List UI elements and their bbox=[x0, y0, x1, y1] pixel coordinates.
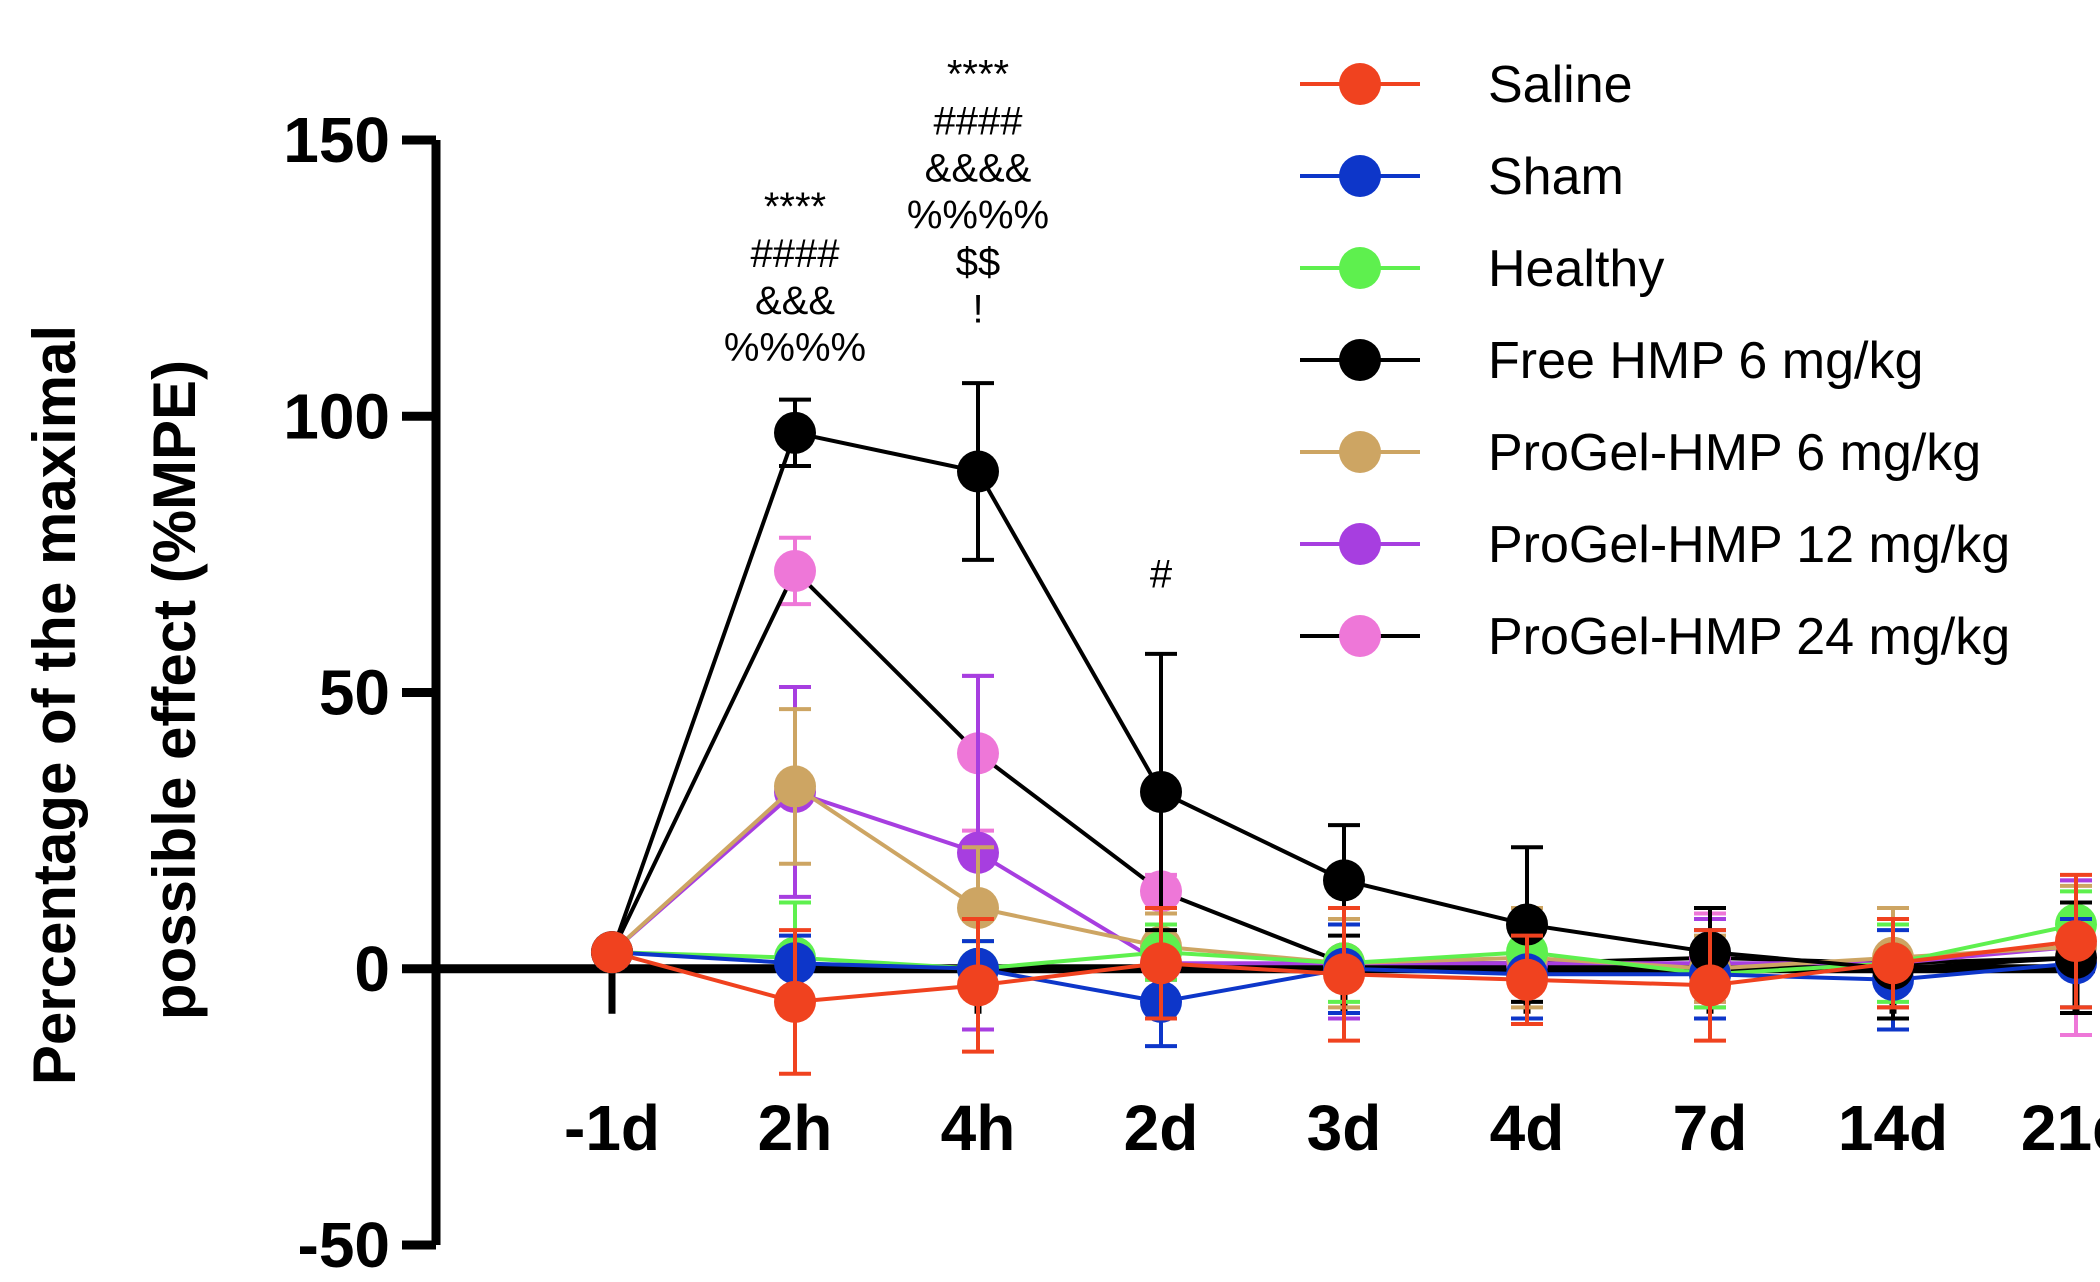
y-tick-label: 50 bbox=[319, 657, 390, 729]
legend-label: Sham bbox=[1488, 148, 1624, 206]
x-tick-label: -1d bbox=[564, 1092, 660, 1164]
y-axis-label-line1: Percentage of the maximal bbox=[21, 325, 88, 1085]
legend: Saline Sham Healthy Free HMP 6 mg/kg ProGel-… bbox=[1300, 56, 2010, 666]
y-axis-label-group: Percentage of the maximal possible effec… bbox=[21, 325, 208, 1085]
data-point bbox=[774, 549, 816, 592]
y-tick-label: -50 bbox=[298, 1209, 391, 1281]
data-point bbox=[1140, 770, 1182, 813]
data-point bbox=[1323, 953, 1365, 996]
series-saline bbox=[591, 872, 2097, 1076]
annotation-text: %%%% bbox=[907, 193, 1049, 237]
data-point bbox=[957, 450, 999, 493]
y-tick-label: 100 bbox=[283, 380, 390, 452]
data-point bbox=[774, 411, 816, 454]
x-tick-label: 14d bbox=[1838, 1092, 1948, 1164]
data-point bbox=[591, 931, 633, 974]
data-point bbox=[1506, 958, 1548, 1001]
y-tick-label: 0 bbox=[354, 933, 390, 1005]
x-tick-label: 7d bbox=[1673, 1092, 1748, 1164]
legend-label: Saline bbox=[1488, 56, 1633, 114]
legend-label: ProGel-HMP 24 mg/kg bbox=[1488, 608, 2010, 666]
data-point bbox=[1689, 964, 1731, 1007]
x-ticks: -1d 2h 4h 2d 3d 4d 7d 14d 21d bbox=[564, 964, 2100, 1164]
annotation-text: #### bbox=[934, 99, 1024, 143]
legend-swatch-marker bbox=[1339, 339, 1381, 381]
annotation-text: $$ bbox=[956, 240, 1001, 284]
series-layer bbox=[591, 381, 2097, 1076]
y-tick-label: 150 bbox=[283, 104, 390, 176]
annotation-text: %%%% bbox=[724, 326, 866, 370]
data-point bbox=[957, 964, 999, 1007]
y-ticks: -50 0 50 100 150 bbox=[283, 104, 436, 1281]
legend-swatch-marker bbox=[1339, 431, 1381, 473]
legend-swatch-marker bbox=[1339, 155, 1381, 197]
x-tick-label: 4d bbox=[1490, 1092, 1565, 1164]
annotation-text: #### bbox=[751, 232, 841, 276]
data-point bbox=[1140, 942, 1182, 985]
y-axis-label-line2: possible effect (%MPE) bbox=[141, 360, 208, 1020]
data-point bbox=[774, 980, 816, 1023]
legend-label: Healthy bbox=[1488, 240, 1664, 298]
legend-label: Free HMP 6 mg/kg bbox=[1488, 332, 1923, 390]
annotation-text: &&& bbox=[755, 279, 835, 323]
x-tick-label: 2h bbox=[758, 1092, 833, 1164]
x-tick-label: 2d bbox=[1124, 1092, 1199, 1164]
legend-label: ProGel-HMP 12 mg/kg bbox=[1488, 516, 2010, 574]
annotation-text: **** bbox=[764, 185, 826, 229]
axes bbox=[431, 140, 2095, 1245]
legend-label: ProGel-HMP 6 mg/kg bbox=[1488, 424, 1981, 482]
legend-swatch-marker bbox=[1339, 615, 1381, 657]
x-tick-label: 4h bbox=[941, 1092, 1016, 1164]
annotation-text: &&&& bbox=[925, 146, 1032, 190]
legend-swatch-marker bbox=[1339, 523, 1381, 565]
annotations: ****####&&&%%%%****####&&&&%%%%$$!# bbox=[724, 52, 1173, 596]
data-point bbox=[774, 765, 816, 808]
annotation-text: # bbox=[1150, 553, 1173, 597]
x-tick-label: 21d bbox=[2021, 1092, 2100, 1164]
data-point bbox=[1323, 859, 1365, 902]
data-point bbox=[2055, 920, 2097, 963]
data-point bbox=[1872, 942, 1914, 985]
legend-swatch-marker bbox=[1339, 247, 1381, 289]
annotation-text: ! bbox=[972, 287, 983, 331]
legend-swatch-marker bbox=[1339, 63, 1381, 105]
x-tick-label: 3d bbox=[1307, 1092, 1382, 1164]
annotation-text: **** bbox=[947, 52, 1009, 96]
